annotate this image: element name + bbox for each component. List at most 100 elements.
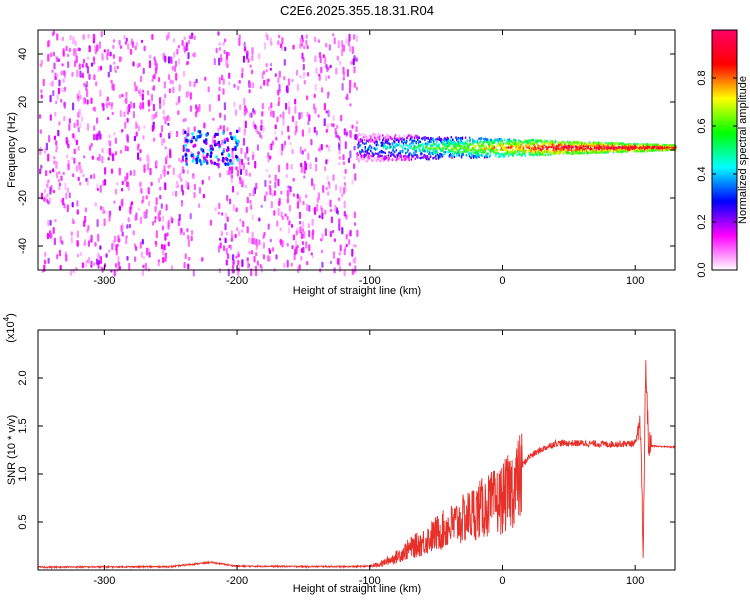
heatmap-cell xyxy=(71,202,74,208)
heatmap-cell xyxy=(198,134,202,139)
heatmap-cell xyxy=(177,174,180,178)
heatmap-cell xyxy=(147,90,150,96)
heatmap-cell xyxy=(96,183,99,189)
heatmap-cell xyxy=(109,210,112,216)
x-tick-label: 100 xyxy=(626,275,644,287)
heatmap-cell xyxy=(68,192,71,199)
heatmap-cell xyxy=(378,150,381,154)
heatmap-cell xyxy=(382,134,384,137)
heatmap-cell xyxy=(189,35,192,40)
heatmap-cell xyxy=(63,101,66,109)
heatmap-cell xyxy=(192,175,196,180)
heatmap-cell xyxy=(63,203,66,209)
heatmap-cell xyxy=(451,147,453,151)
heatmap-cell xyxy=(610,148,613,152)
heatmap-cell xyxy=(251,154,255,161)
heatmap-cell xyxy=(295,125,298,133)
heatmap-cell xyxy=(117,235,120,243)
heatmap-cell xyxy=(287,78,291,86)
heatmap-cell xyxy=(170,265,174,270)
heatmap-cell xyxy=(300,43,303,47)
heatmap-cell xyxy=(236,169,240,177)
heatmap-cell xyxy=(365,142,367,145)
heatmap-cell xyxy=(98,153,101,162)
heatmap-cell xyxy=(661,145,664,149)
heatmap-cell xyxy=(341,83,344,91)
heatmap-cell xyxy=(215,155,218,159)
heatmap-cell xyxy=(47,153,50,162)
heatmap-cell xyxy=(381,156,383,160)
heatmap-cell xyxy=(410,158,413,161)
heatmap-cell xyxy=(425,154,427,158)
heatmap-cell xyxy=(214,207,217,212)
heatmap-cell xyxy=(495,146,497,150)
heatmap-cell xyxy=(332,123,335,128)
heatmap-cell xyxy=(444,150,447,154)
heatmap-cell xyxy=(85,81,88,88)
heatmap-cell xyxy=(59,265,62,270)
heatmap-cell xyxy=(99,255,102,262)
heatmap-cell xyxy=(511,150,513,154)
heatmap-cell xyxy=(430,140,433,144)
heatmap-cell xyxy=(230,175,233,184)
heatmap-cell xyxy=(274,174,277,182)
heatmap-cell xyxy=(303,175,306,179)
heatmap-cell xyxy=(260,204,263,208)
heatmap-cell xyxy=(241,259,244,267)
heatmap-cell xyxy=(349,45,352,53)
heatmap-cell xyxy=(356,157,359,161)
heatmap-cell xyxy=(325,159,328,165)
heatmap-cell xyxy=(234,109,238,116)
heatmap-cell xyxy=(499,148,502,152)
heatmap-cell xyxy=(455,142,457,146)
heatmap-cell xyxy=(363,138,366,142)
heatmap-cell xyxy=(301,38,304,43)
heatmap-cell xyxy=(529,145,531,148)
snr-y-ticks: 0.51.01.52.0 xyxy=(17,370,675,530)
heatmap-cell xyxy=(324,209,327,215)
heatmap-cell xyxy=(236,191,239,196)
heatmap-cell xyxy=(485,147,488,151)
heatmap-cell xyxy=(254,160,257,169)
heatmap-cell xyxy=(431,146,433,150)
heatmap-cell xyxy=(415,141,417,145)
heatmap-cell xyxy=(343,211,346,217)
heatmap-cell xyxy=(151,124,154,132)
heatmap-cell xyxy=(263,195,267,202)
heatmap-cell xyxy=(112,54,115,59)
heatmap-cell xyxy=(336,209,339,215)
heatmap-cell xyxy=(308,114,311,122)
heatmap-cell xyxy=(198,203,201,208)
heatmap-cell xyxy=(187,90,190,97)
heatmap-cell xyxy=(258,217,261,222)
heatmap-cell xyxy=(495,154,497,157)
heatmap-cell xyxy=(577,140,579,144)
heatmap-cell xyxy=(314,83,317,91)
heatmap-cell xyxy=(335,67,338,75)
heatmap-cell xyxy=(569,145,571,148)
heatmap-cell xyxy=(120,225,123,232)
heatmap-cell xyxy=(354,265,357,273)
heatmap-cell xyxy=(232,204,235,212)
heatmap-cell xyxy=(327,181,330,185)
heatmap-cell xyxy=(43,188,46,193)
heatmap-cell xyxy=(142,135,145,140)
heatmap-cell xyxy=(189,213,192,220)
heatmap-cell xyxy=(219,237,222,241)
heatmap-cell xyxy=(568,151,570,154)
heatmap-cell xyxy=(352,58,355,66)
heatmap-cell xyxy=(148,108,151,112)
heatmap-cell xyxy=(502,145,504,149)
heatmap-cell xyxy=(514,151,516,155)
heatmap-cell xyxy=(355,34,358,43)
heatmap-cell xyxy=(127,43,130,50)
heatmap-cell xyxy=(139,102,142,110)
heatmap-cell xyxy=(299,43,302,49)
heatmap-cell xyxy=(43,148,46,154)
heatmap-cell xyxy=(398,156,401,160)
heatmap-cell xyxy=(325,129,328,133)
heatmap-cell xyxy=(130,38,133,46)
heatmap-cell xyxy=(83,239,87,247)
heatmap-cell xyxy=(501,148,503,152)
heatmap-cell xyxy=(62,171,65,176)
